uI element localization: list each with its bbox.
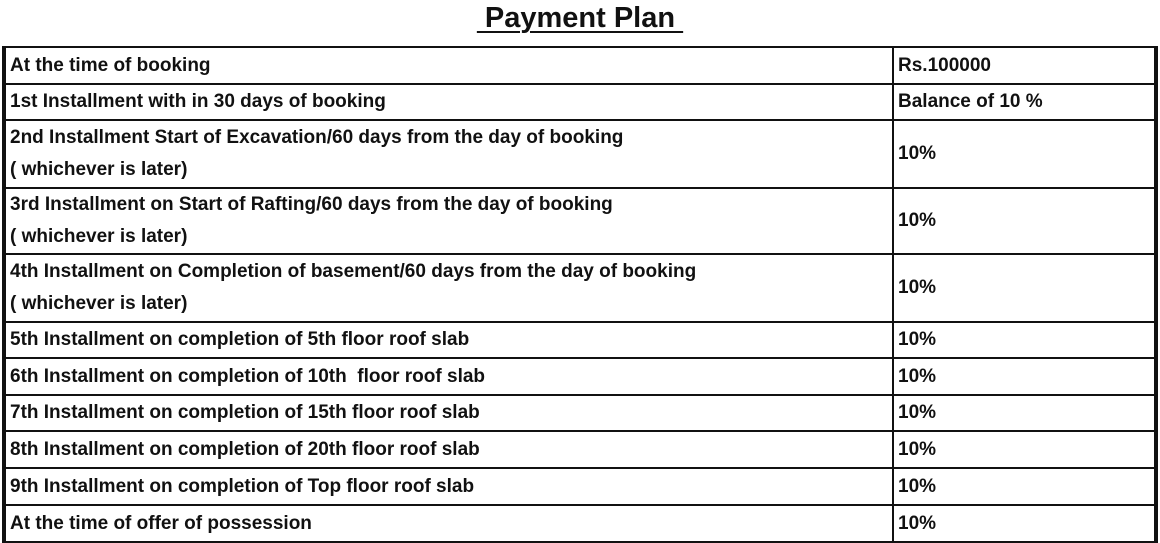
- amount-cell: 10%: [892, 430, 1158, 469]
- table-row: 1st Installment with in 30 days of booki…: [2, 83, 1158, 121]
- table-row: 9th Installment on completion of Top flo…: [2, 467, 1158, 506]
- stage-cell: 8th Installment on completion of 20th fl…: [2, 430, 894, 469]
- amount-cell: 10%: [892, 321, 1158, 359]
- stage-cell: 7th Installment on completion of 15th fl…: [2, 394, 894, 432]
- stage-cell: 5th Installment on completion of 5th flo…: [2, 321, 894, 359]
- amount-cell: Balance of 10 %: [892, 83, 1158, 121]
- table-row: 4th Installment on Completion of basemen…: [2, 253, 1158, 323]
- stage-cell: 6th Installment on completion of 10th fl…: [2, 357, 894, 396]
- amount-cell: 10%: [892, 253, 1158, 323]
- payment-plan-table: At the time of booking Rs.100000 1st Inst…: [2, 46, 1158, 543]
- stage-cell: 4th Installment on Completion of basemen…: [2, 253, 894, 323]
- table-row: 5th Installment on completion of 5th flo…: [2, 321, 1158, 359]
- amount-cell: 10%: [892, 357, 1158, 396]
- stage-cell: 3rd Installment on Start of Rafting/60 d…: [2, 187, 894, 255]
- stage-cell: At the time of offer of possession: [2, 504, 894, 543]
- amount-cell: 10%: [892, 504, 1158, 543]
- table-row: 7th Installment on completion of 15th fl…: [2, 394, 1158, 432]
- amount-cell: 10%: [892, 467, 1158, 506]
- page-title: Payment Plan: [0, 0, 1160, 36]
- amount-cell: Rs.100000: [892, 46, 1158, 85]
- stage-cell: 1st Installment with in 30 days of booki…: [2, 83, 894, 121]
- payment-plan-heading: Payment Plan: [476, 2, 684, 34]
- stage-cell: 2nd Installment Start of Excavation/60 d…: [2, 119, 894, 189]
- table-row: At the time of booking Rs.100000: [2, 46, 1158, 85]
- table-row: 2nd Installment Start of Excavation/60 d…: [2, 119, 1158, 189]
- stage-cell: 9th Installment on completion of Top flo…: [2, 467, 894, 506]
- table-row: 6th Installment on completion of 10th fl…: [2, 357, 1158, 396]
- amount-cell: 10%: [892, 187, 1158, 255]
- amount-cell: 10%: [892, 119, 1158, 189]
- amount-cell: 10%: [892, 394, 1158, 432]
- table-row: 8th Installment on completion of 20th fl…: [2, 430, 1158, 469]
- stage-cell: At the time of booking: [2, 46, 894, 85]
- table-row: 3rd Installment on Start of Rafting/60 d…: [2, 187, 1158, 255]
- table-row: At the time of offer of possession 10%: [2, 504, 1158, 543]
